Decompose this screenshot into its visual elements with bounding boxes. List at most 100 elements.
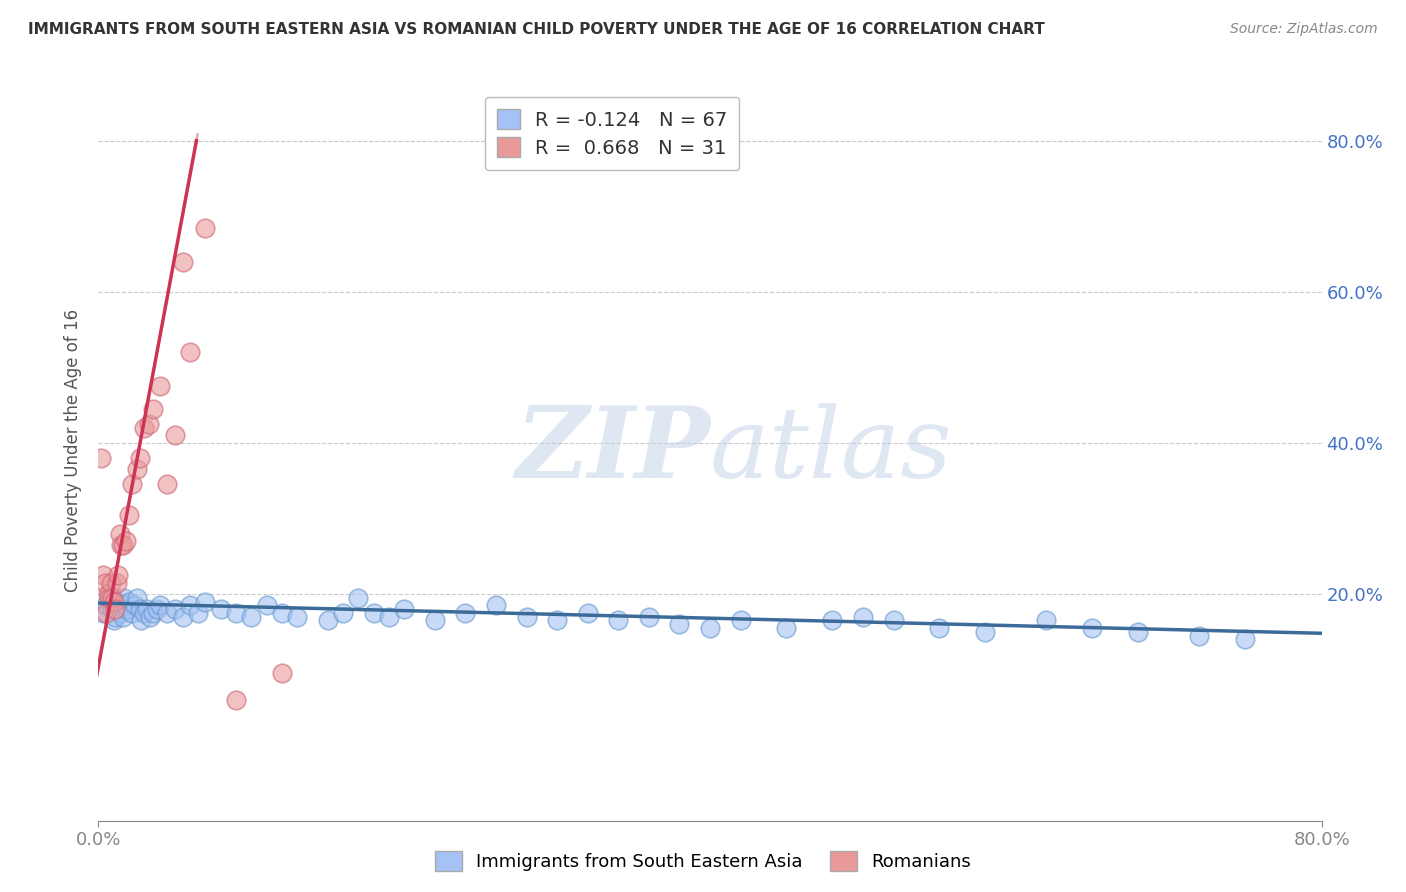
Point <box>1128 624 1150 639</box>
Point <box>378 609 401 624</box>
Point <box>883 614 905 628</box>
Point <box>134 606 156 620</box>
Point <box>129 614 152 628</box>
Point <box>179 599 201 613</box>
Point <box>93 575 115 590</box>
Point <box>139 609 162 624</box>
Y-axis label: Child Poverty Under the Age of 16: Child Poverty Under the Age of 16 <box>65 309 83 592</box>
Text: IMMIGRANTS FROM SOUTH EASTERN ASIA VS ROMANIAN CHILD POVERTY UNDER THE AGE OF 16: IMMIGRANTS FROM SOUTH EASTERN ASIA VS RO… <box>28 22 1045 37</box>
Point <box>101 602 124 616</box>
Point <box>179 345 201 359</box>
Point <box>256 599 278 613</box>
Point <box>115 599 138 613</box>
Point <box>332 606 354 620</box>
Point <box>110 606 132 620</box>
Point <box>118 508 141 522</box>
Point <box>91 606 114 620</box>
Point <box>225 692 247 706</box>
Point <box>172 254 194 268</box>
Point <box>108 526 131 541</box>
Point <box>90 450 112 465</box>
Point <box>1035 614 1057 628</box>
Point <box>105 575 128 590</box>
Point <box>142 401 165 416</box>
Point <box>163 602 186 616</box>
Point <box>637 609 661 624</box>
Point <box>668 617 690 632</box>
Point <box>852 609 875 624</box>
Point <box>111 609 134 624</box>
Text: ZIP: ZIP <box>515 402 710 499</box>
Point <box>270 666 292 681</box>
Text: Source: ZipAtlas.com: Source: ZipAtlas.com <box>1230 22 1378 37</box>
Text: atlas: atlas <box>710 403 953 498</box>
Point <box>209 602 232 616</box>
Point <box>775 621 797 635</box>
Point <box>1081 621 1104 635</box>
Point <box>115 534 138 549</box>
Point <box>172 609 194 624</box>
Point <box>94 606 117 620</box>
Point <box>94 599 117 613</box>
Point <box>423 614 446 628</box>
Point <box>392 602 416 616</box>
Point <box>225 606 247 620</box>
Point <box>454 606 477 620</box>
Point <box>142 606 165 620</box>
Point <box>194 220 217 235</box>
Point <box>149 599 172 613</box>
Point <box>974 624 997 639</box>
Point <box>347 591 370 605</box>
Point <box>607 614 630 628</box>
Point <box>104 609 127 624</box>
Point <box>124 599 146 613</box>
Point <box>163 428 186 442</box>
Point <box>128 450 150 465</box>
Point <box>156 477 179 491</box>
Point <box>98 587 121 601</box>
Legend: R = -0.124   N = 67, R =  0.668   N = 31: R = -0.124 N = 67, R = 0.668 N = 31 <box>485 97 740 169</box>
Point <box>91 568 114 582</box>
Point <box>145 602 167 616</box>
Point <box>108 602 131 616</box>
Point <box>110 538 132 552</box>
Point <box>134 421 156 435</box>
Point <box>270 606 292 620</box>
Point <box>103 594 125 608</box>
Point <box>699 621 721 635</box>
Point <box>128 602 150 616</box>
Point <box>1188 628 1211 642</box>
Point <box>112 591 135 605</box>
Point <box>100 575 122 590</box>
Point <box>187 606 209 620</box>
Point <box>363 606 385 620</box>
Point <box>928 621 950 635</box>
Point <box>118 594 141 608</box>
Point <box>105 594 128 608</box>
Point <box>121 606 143 620</box>
Point <box>546 614 568 628</box>
Point <box>101 591 124 605</box>
Point <box>821 614 844 628</box>
Point <box>156 606 179 620</box>
Point <box>107 568 129 582</box>
Legend: Immigrants from South Eastern Asia, Romanians: Immigrants from South Eastern Asia, Roma… <box>427 844 979 879</box>
Point <box>97 587 120 601</box>
Point <box>240 609 263 624</box>
Point <box>149 379 172 393</box>
Point <box>485 599 508 613</box>
Point <box>1234 632 1257 647</box>
Point <box>103 614 125 628</box>
Point <box>121 477 143 491</box>
Point <box>111 538 134 552</box>
Point <box>104 602 127 616</box>
Point <box>125 462 148 476</box>
Point <box>194 594 217 608</box>
Point <box>285 609 308 624</box>
Point <box>98 591 121 605</box>
Point <box>136 602 159 616</box>
Point <box>576 606 599 620</box>
Point <box>117 602 139 616</box>
Point <box>100 591 122 605</box>
Point <box>125 591 148 605</box>
